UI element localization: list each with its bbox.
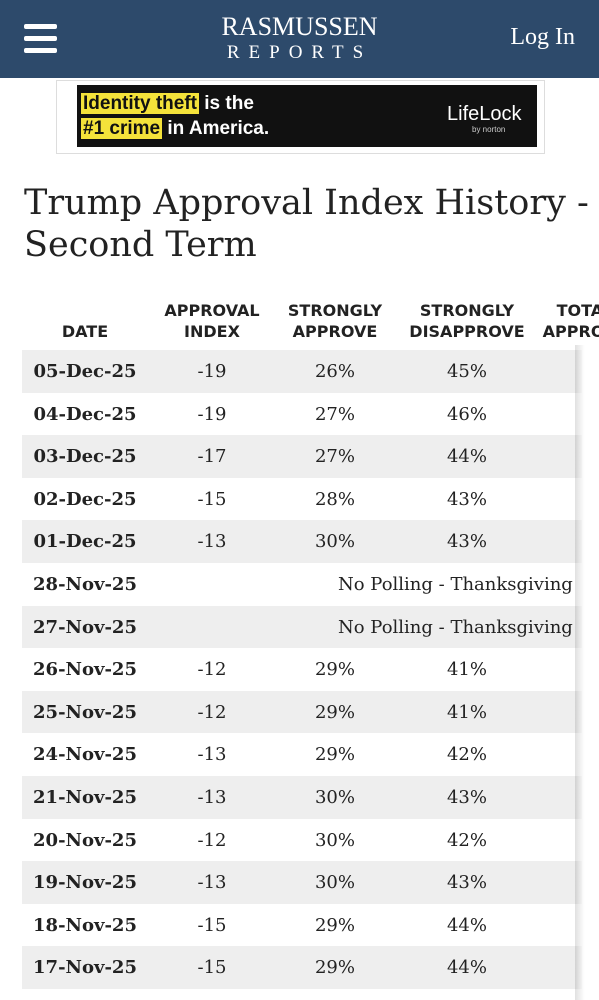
- ad-line: #1 crime in America.: [81, 118, 269, 140]
- value-cell: 43%: [446, 872, 487, 894]
- table-row: 03-Dec-25 -17 27% 44%: [22, 435, 582, 479]
- value-cell: 29%: [314, 659, 355, 681]
- date-cell: 25-Nov-25: [33, 701, 137, 723]
- ad-text: in America.: [167, 118, 270, 139]
- column-header: TOTAL APPROVE: [542, 301, 599, 341]
- ad-banner[interactable]: Identity theft is the #1 crime in Americ…: [56, 80, 545, 154]
- table-row: 26-Nov-25 -12 29% 41%: [22, 648, 582, 692]
- value-cell: -19: [197, 361, 227, 382]
- value-cell: 43%: [446, 787, 487, 808]
- value-cell: 43%: [446, 488, 487, 510]
- value-cell: -12: [197, 701, 227, 723]
- value-cell: 41%: [446, 701, 487, 723]
- value-cell: 44%: [446, 446, 487, 468]
- table-row: 04-Dec-25 -19 27% 46%: [22, 392, 582, 436]
- column-header: APPROVAL INDEX: [164, 301, 260, 341]
- value-cell: 44%: [446, 957, 487, 979]
- value-cell: 42%: [446, 829, 487, 851]
- table-row: 21-Nov-25 -13 30% 43%: [22, 776, 582, 819]
- value-cell: 43%: [446, 531, 487, 553]
- note-cell: No Polling - Thanksgiving: [338, 616, 573, 638]
- value-cell: 26%: [314, 361, 355, 382]
- date-cell: 20-Nov-25: [33, 829, 137, 851]
- table-row: 19-Nov-25 -13 30% 43%: [22, 861, 582, 905]
- date-cell: 26-Nov-25: [33, 659, 137, 681]
- value-cell: -13: [197, 744, 227, 766]
- value-cell: -12: [197, 659, 227, 681]
- column-header: STRONGLY DISAPPROVE: [409, 301, 525, 341]
- ad-brand: LifeLock: [447, 103, 522, 125]
- login-link[interactable]: Log In: [510, 24, 575, 50]
- value-cell: 45%: [446, 361, 487, 382]
- ad-highlight: Identity theft: [81, 93, 199, 114]
- value-cell: -13: [197, 787, 227, 808]
- date-cell: 05-Dec-25: [33, 361, 137, 382]
- value-cell: -17: [197, 446, 227, 468]
- column-header: STRONGLY APPROVE: [287, 301, 383, 341]
- value-cell: 29%: [314, 957, 355, 979]
- date-cell: 24-Nov-25: [33, 744, 137, 766]
- date-cell: 01-Dec-25: [33, 531, 137, 553]
- date-cell: 04-Dec-25: [33, 403, 137, 425]
- table-row: 02-Dec-25 -15 28% 43%: [22, 477, 582, 521]
- value-cell: -15: [197, 957, 227, 979]
- value-cell: 29%: [314, 744, 355, 766]
- table-row: 18-Nov-25 -15 29% 44%: [22, 903, 582, 947]
- table-row: 20-Nov-25 -12 30% 42%: [22, 818, 582, 862]
- date-cell: 27-Nov-25: [33, 616, 137, 638]
- value-cell: 42%: [446, 744, 487, 766]
- ad-text: is the: [204, 93, 254, 114]
- logo[interactable]: RASMUSSEN: [221, 12, 378, 41]
- value-cell: 29%: [314, 914, 355, 936]
- value-cell: -13: [197, 872, 227, 894]
- table-row: 05-Dec-25 -19 26% 45%: [22, 350, 582, 393]
- date-cell: 21-Nov-25: [33, 787, 137, 808]
- date-cell: 03-Dec-25: [33, 446, 137, 468]
- value-cell: -15: [197, 488, 227, 510]
- date-cell: 28-Nov-25: [33, 574, 137, 595]
- table-row: 01-Dec-25 -13 30% 43%: [22, 520, 582, 564]
- value-cell: 41%: [446, 659, 487, 681]
- logo-sub: REPORTS: [226, 42, 373, 63]
- value-cell: -15: [197, 914, 227, 936]
- value-cell: 30%: [314, 787, 355, 808]
- value-cell: 44%: [446, 914, 487, 936]
- value-cell: 27%: [314, 446, 355, 468]
- table-row: 17-Nov-25 -15 29% 44%: [22, 946, 582, 990]
- value-cell: -19: [197, 403, 227, 425]
- value-cell: 30%: [314, 531, 355, 553]
- table-row: 28-Nov-25 No Polling - Thanksgiving: [22, 563, 582, 606]
- ad-line: Identity theft is the: [81, 93, 254, 115]
- page-title: Trump Approval Index History - Second Te…: [24, 183, 589, 265]
- table-row: 24-Nov-25 -13 29% 42%: [22, 733, 582, 777]
- value-cell: 29%: [314, 701, 355, 723]
- value-cell: 28%: [314, 488, 355, 510]
- date-cell: 02-Dec-25: [33, 488, 137, 510]
- note-cell: No Polling - Thanksgiving: [338, 574, 573, 595]
- table-row: 25-Nov-25 -12 29% 41%: [22, 690, 582, 734]
- value-cell: 27%: [314, 403, 355, 425]
- column-header: DATE: [61, 322, 109, 341]
- date-cell: 17-Nov-25: [33, 957, 137, 979]
- ad-brand-sub: by norton: [472, 125, 506, 134]
- date-cell: 19-Nov-25: [33, 872, 137, 894]
- value-cell: -13: [197, 531, 227, 553]
- table-row: 27-Nov-25 No Polling - Thanksgiving: [22, 605, 582, 649]
- value-cell: 30%: [314, 872, 355, 894]
- value-cell: 30%: [314, 829, 355, 851]
- ad-highlight: #1 crime: [81, 118, 163, 139]
- value-cell: 46%: [446, 403, 487, 425]
- date-cell: 18-Nov-25: [33, 914, 137, 936]
- ad-body: Identity theft is the #1 crime in Americ…: [77, 85, 537, 147]
- scroll-shadow: [575, 345, 599, 1000]
- value-cell: -12: [197, 829, 227, 851]
- header: RASMUSSEN REPORTS Log In: [0, 0, 599, 78]
